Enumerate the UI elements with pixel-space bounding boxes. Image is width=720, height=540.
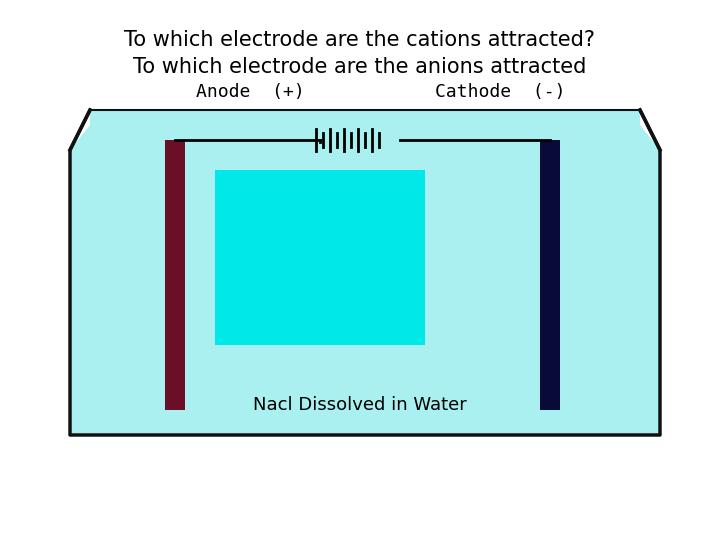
- Bar: [540, 140, 560, 410]
- Text: To which electrode are the anions attracted: To which electrode are the anions attrac…: [133, 57, 587, 77]
- Bar: [165, 140, 185, 410]
- Polygon shape: [70, 110, 660, 435]
- Bar: [215, 170, 425, 345]
- Text: Cathode  (-): Cathode (-): [435, 83, 565, 101]
- Text: Anode  (+): Anode (+): [196, 83, 305, 101]
- Text: Nacl Dissolved in Water: Nacl Dissolved in Water: [253, 396, 467, 414]
- Text: To which electrode are the cations attracted?: To which electrode are the cations attra…: [125, 30, 595, 50]
